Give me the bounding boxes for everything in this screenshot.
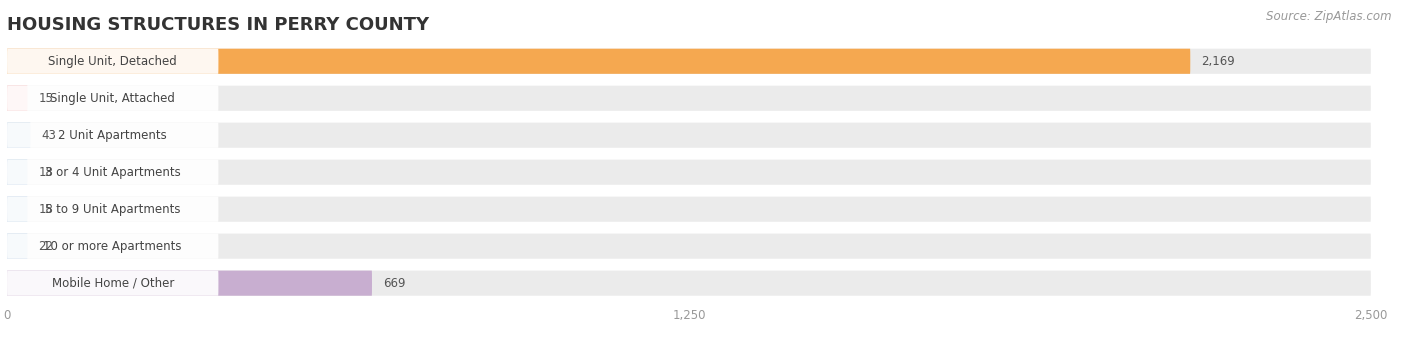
FancyBboxPatch shape — [7, 86, 1371, 111]
FancyBboxPatch shape — [7, 197, 218, 222]
Text: 18: 18 — [38, 203, 53, 216]
FancyBboxPatch shape — [7, 49, 1371, 74]
FancyBboxPatch shape — [7, 234, 218, 259]
Text: 3 or 4 Unit Apartments: 3 or 4 Unit Apartments — [45, 166, 180, 179]
FancyBboxPatch shape — [7, 197, 1371, 222]
FancyBboxPatch shape — [7, 160, 218, 185]
Text: 18: 18 — [38, 166, 53, 179]
FancyBboxPatch shape — [7, 86, 28, 111]
FancyBboxPatch shape — [7, 123, 218, 148]
Text: Source: ZipAtlas.com: Source: ZipAtlas.com — [1267, 10, 1392, 23]
Text: 22: 22 — [38, 240, 53, 253]
Text: 10 or more Apartments: 10 or more Apartments — [44, 240, 181, 253]
Text: 2 Unit Apartments: 2 Unit Apartments — [59, 129, 167, 142]
FancyBboxPatch shape — [7, 234, 1371, 259]
FancyBboxPatch shape — [7, 270, 1371, 296]
FancyBboxPatch shape — [7, 49, 1191, 74]
FancyBboxPatch shape — [7, 123, 31, 148]
FancyBboxPatch shape — [7, 49, 218, 74]
Text: 43: 43 — [41, 129, 56, 142]
Text: Mobile Home / Other: Mobile Home / Other — [52, 277, 174, 290]
Text: 669: 669 — [382, 277, 405, 290]
Text: 15: 15 — [38, 92, 53, 105]
Text: Single Unit, Detached: Single Unit, Detached — [48, 55, 177, 68]
FancyBboxPatch shape — [7, 160, 28, 185]
Text: Single Unit, Attached: Single Unit, Attached — [51, 92, 176, 105]
Text: HOUSING STRUCTURES IN PERRY COUNTY: HOUSING STRUCTURES IN PERRY COUNTY — [7, 16, 429, 34]
FancyBboxPatch shape — [7, 160, 1371, 185]
FancyBboxPatch shape — [7, 197, 28, 222]
FancyBboxPatch shape — [7, 270, 373, 296]
Text: 5 to 9 Unit Apartments: 5 to 9 Unit Apartments — [45, 203, 180, 216]
FancyBboxPatch shape — [7, 234, 28, 259]
Text: 2,169: 2,169 — [1201, 55, 1234, 68]
FancyBboxPatch shape — [7, 270, 218, 296]
FancyBboxPatch shape — [7, 86, 218, 111]
FancyBboxPatch shape — [7, 123, 1371, 148]
